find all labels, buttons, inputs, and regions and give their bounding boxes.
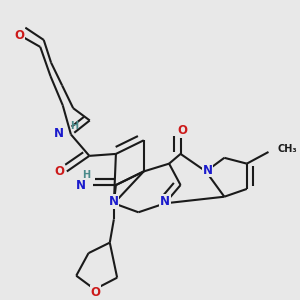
Text: O: O: [55, 165, 64, 178]
Text: O: O: [90, 286, 100, 298]
Text: N: N: [202, 164, 212, 176]
Text: CH₃: CH₃: [278, 144, 297, 154]
Text: N: N: [160, 195, 170, 208]
Text: N: N: [54, 127, 64, 140]
Text: H: H: [82, 169, 90, 179]
Text: N: N: [76, 178, 86, 191]
Text: N: N: [109, 195, 119, 208]
Text: O: O: [177, 124, 188, 137]
Text: O: O: [15, 29, 25, 42]
Text: H: H: [70, 121, 79, 131]
